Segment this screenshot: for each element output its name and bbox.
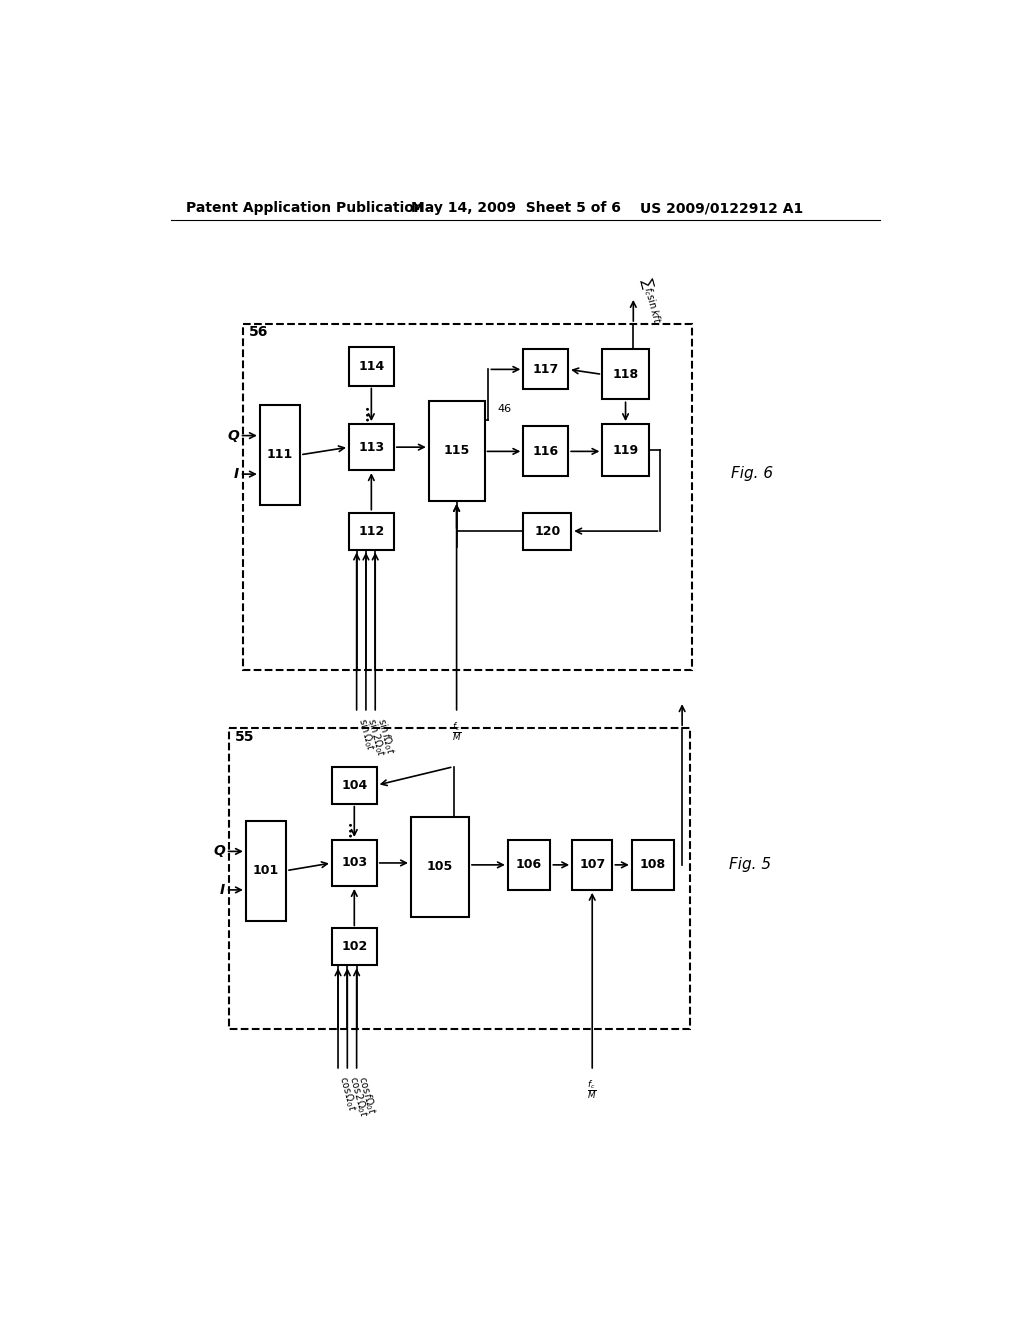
Text: I: I <box>233 467 239 480</box>
FancyBboxPatch shape <box>349 424 394 470</box>
FancyBboxPatch shape <box>332 928 377 965</box>
Text: $\cos\Omega_0 t$: $\cos\Omega_0 t$ <box>337 1074 359 1113</box>
Text: 55: 55 <box>234 730 254 743</box>
Text: $\cos 2\Omega_0 t$: $\cos 2\Omega_0 t$ <box>346 1074 370 1119</box>
FancyBboxPatch shape <box>260 405 300 506</box>
Text: $\frac{f_c}{M}$: $\frac{f_c}{M}$ <box>588 1078 597 1101</box>
Text: Fig. 5: Fig. 5 <box>729 858 771 873</box>
Text: US 2009/0122912 A1: US 2009/0122912 A1 <box>640 202 803 215</box>
Text: $\cos f\Omega_0 t$: $\cos f\Omega_0 t$ <box>355 1074 379 1117</box>
FancyBboxPatch shape <box>349 347 394 385</box>
FancyBboxPatch shape <box>602 350 649 400</box>
Text: 108: 108 <box>640 858 667 871</box>
FancyBboxPatch shape <box>243 323 692 671</box>
Text: 107: 107 <box>580 858 605 871</box>
Text: 103: 103 <box>341 857 368 870</box>
Text: May 14, 2009  Sheet 5 of 6: May 14, 2009 Sheet 5 of 6 <box>411 202 621 215</box>
FancyBboxPatch shape <box>523 512 571 549</box>
Text: 113: 113 <box>358 441 384 454</box>
Text: 46: 46 <box>498 404 512 414</box>
Text: 118: 118 <box>612 368 639 381</box>
Text: Q: Q <box>213 845 225 858</box>
Text: 104: 104 <box>341 779 368 792</box>
FancyBboxPatch shape <box>411 817 469 917</box>
FancyBboxPatch shape <box>349 512 394 549</box>
FancyBboxPatch shape <box>429 401 484 502</box>
Text: Q: Q <box>227 429 239 442</box>
Text: 112: 112 <box>358 524 384 537</box>
Text: 117: 117 <box>532 363 559 376</box>
Text: 106: 106 <box>516 858 542 871</box>
Text: 102: 102 <box>341 940 368 953</box>
FancyBboxPatch shape <box>572 840 612 890</box>
Text: 116: 116 <box>532 445 559 458</box>
FancyBboxPatch shape <box>332 767 377 804</box>
Text: 111: 111 <box>267 449 293 462</box>
Text: 105: 105 <box>427 861 453 874</box>
Text: $\sin f\Omega_0 t$: $\sin f\Omega_0 t$ <box>374 717 396 756</box>
Text: I: I <box>220 883 225 896</box>
FancyBboxPatch shape <box>508 840 550 890</box>
Text: Fig. 6: Fig. 6 <box>731 466 773 480</box>
Text: 115: 115 <box>443 445 470 458</box>
FancyBboxPatch shape <box>632 840 675 890</box>
Text: $\sin\Omega_0 t$: $\sin\Omega_0 t$ <box>355 717 377 752</box>
Text: $\sin 2\Omega_0 t$: $\sin 2\Omega_0 t$ <box>365 717 388 759</box>
Text: 114: 114 <box>358 360 384 372</box>
Text: 119: 119 <box>612 444 639 457</box>
FancyBboxPatch shape <box>523 426 568 477</box>
Text: Patent Application Publication: Patent Application Publication <box>186 202 424 215</box>
Text: •••: ••• <box>345 820 355 837</box>
FancyBboxPatch shape <box>602 424 649 477</box>
Text: $\frac{f_c}{M}$: $\frac{f_c}{M}$ <box>452 721 462 743</box>
Text: $\sum f_c \sin kft$: $\sum f_c \sin kft$ <box>637 276 667 326</box>
Text: •••: ••• <box>362 404 373 421</box>
FancyBboxPatch shape <box>523 350 568 389</box>
FancyBboxPatch shape <box>332 840 377 886</box>
FancyBboxPatch shape <box>246 821 286 921</box>
FancyBboxPatch shape <box>228 729 690 1028</box>
Text: 56: 56 <box>249 325 268 339</box>
Text: 120: 120 <box>535 524 560 537</box>
Text: 101: 101 <box>253 865 280 878</box>
